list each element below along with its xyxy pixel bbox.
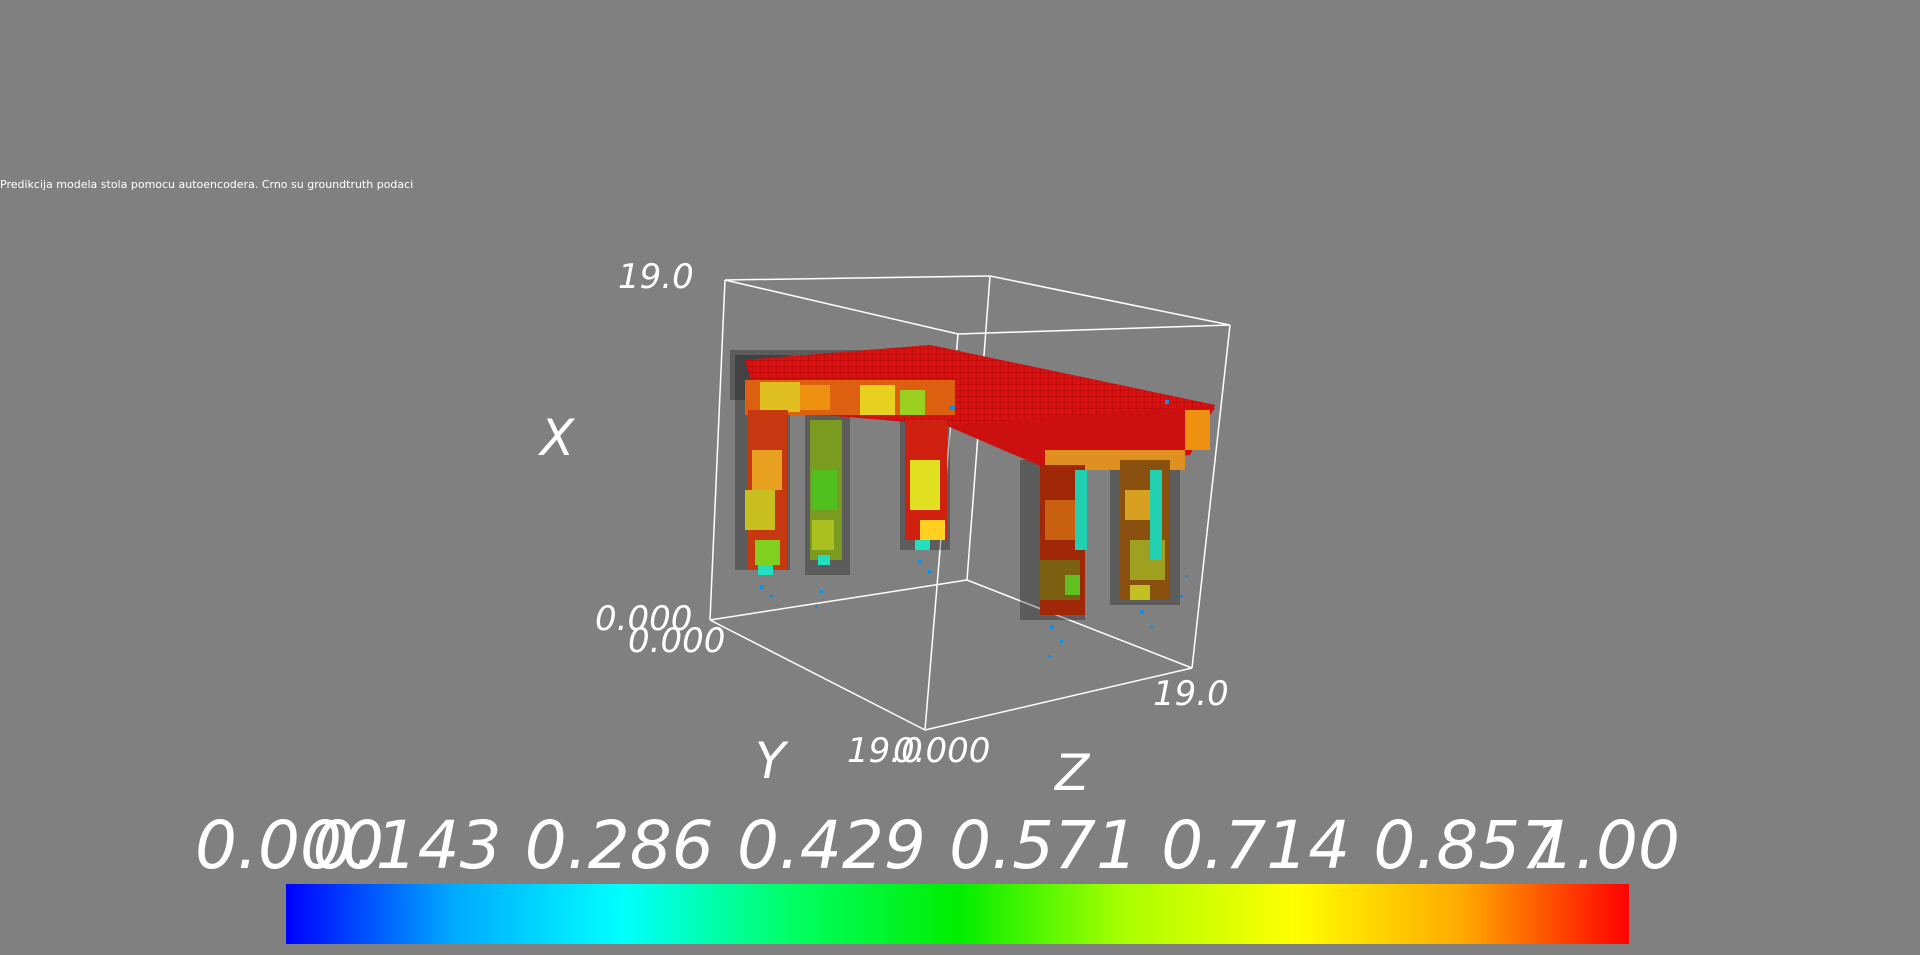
colorbar-label-7: 1.00 bbox=[1533, 807, 1680, 884]
predicted-leg-2 bbox=[810, 420, 842, 565]
plot-caption: Predikcija modela stola pomocu autoencod… bbox=[0, 178, 414, 191]
bounding-box bbox=[709, 275, 1231, 731]
table-top-voxels bbox=[745, 345, 1215, 470]
low-value-voxels bbox=[760, 400, 1188, 658]
x-min-label: 0.000 bbox=[595, 599, 692, 639]
predicted-leg-3 bbox=[905, 420, 947, 550]
predicted-leg-4 bbox=[1040, 465, 1087, 615]
y-max-label: 19.0 bbox=[847, 731, 923, 771]
z-max-label: 19.0 bbox=[1153, 674, 1229, 714]
colorbar-label-6: 0.857 bbox=[1373, 807, 1562, 884]
axis-labels: 19.0 0.000 0.000 19.0 0.000 19.0 X Y Z bbox=[537, 257, 1229, 802]
colorbar-bar bbox=[286, 884, 1629, 944]
predicted-leg-5 bbox=[1120, 460, 1170, 600]
colorbar-label-3: 0.429 bbox=[737, 807, 926, 884]
z-axis-title: Z bbox=[1053, 744, 1091, 802]
y-min-label: 0.000 bbox=[628, 621, 725, 661]
colorbar-label-5: 0.714 bbox=[1161, 807, 1350, 884]
predicted-leg-1 bbox=[745, 410, 788, 575]
colorbar-label-4: 0.571 bbox=[949, 807, 1138, 884]
colorbar-label-1: 0.143 bbox=[313, 807, 502, 884]
colorbar-label-2: 0.286 bbox=[525, 807, 714, 884]
x-max-label: 19.0 bbox=[618, 257, 694, 297]
y-axis-title: Y bbox=[755, 732, 789, 790]
colorbar-label-0: 0.000 bbox=[195, 807, 384, 884]
x-axis-title: X bbox=[537, 409, 576, 467]
z-min-label: 0.000 bbox=[893, 731, 990, 771]
